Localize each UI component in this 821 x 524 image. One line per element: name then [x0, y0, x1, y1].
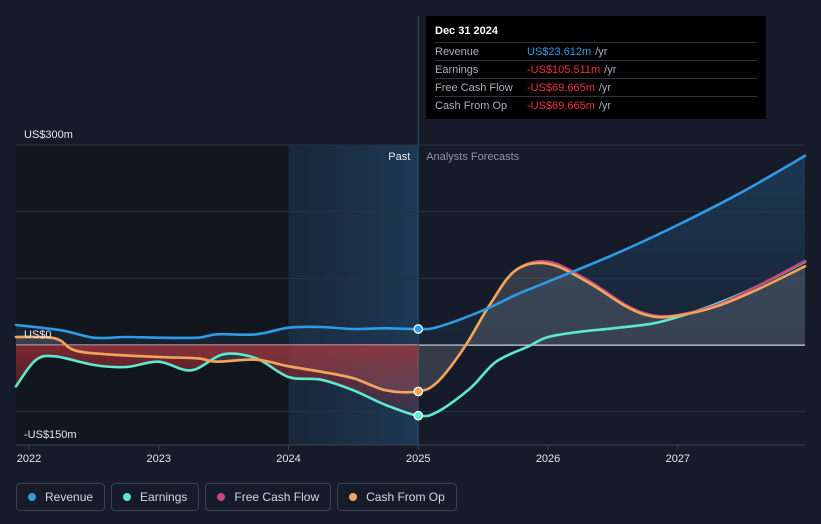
chart-legend: Revenue Earnings Free Cash Flow Cash Fro…	[16, 483, 463, 511]
data-tooltip: Dec 31 2024 Revenue US$23.612m /yr Earni…	[426, 16, 766, 119]
forecast-label: Analysts Forecasts	[426, 151, 519, 163]
legend-item-revenue[interactable]: Revenue	[16, 483, 106, 511]
earnings-line	[14, 260, 807, 418]
x-tick-label: 2025	[406, 453, 430, 465]
revenue-area-fill	[16, 155, 805, 345]
tooltip-label: Free Cash Flow	[435, 81, 513, 94]
tooltip-unit: /yr	[604, 63, 617, 76]
legend-label: Free Cash Flow	[234, 490, 320, 504]
x-tick-label: 2023	[147, 453, 171, 465]
past-region-shade	[16, 145, 289, 445]
negative-area-fill	[16, 345, 419, 416]
legend-dot-icon	[28, 493, 36, 501]
x-tick-label: 2026	[536, 453, 560, 465]
tooltip-row-earnings: Earnings -US$105.511m /yr	[435, 60, 757, 78]
y-tick-label: US$0	[24, 329, 52, 341]
y-tick-label: US$300m	[24, 129, 73, 141]
earnings-marker	[413, 410, 424, 421]
legend-label: Earnings	[140, 490, 188, 504]
tooltip-value: -US$69.665m	[527, 99, 595, 112]
legend-item-free-cash-flow[interactable]: Free Cash Flow	[205, 483, 332, 511]
tooltip-label: Cash From Op	[435, 99, 508, 112]
tooltip-row-cash-from-op: Cash From Op -US$69.665m /yr	[435, 96, 757, 114]
x-tick-label: 2027	[666, 453, 690, 465]
revenue-marker	[413, 324, 424, 334]
x-tick-label: 2022	[17, 453, 41, 465]
legend-label: Cash From Op	[366, 490, 445, 504]
legend-item-earnings[interactable]: Earnings	[111, 483, 200, 511]
legend-label: Revenue	[45, 490, 94, 504]
x-tick-label: 2024	[276, 453, 300, 465]
tooltip-value: -US$105.511m	[527, 63, 601, 76]
tooltip-unit: /yr	[595, 45, 608, 58]
y-tick-label: -US$150m	[24, 429, 77, 441]
tooltip-row-revenue: Revenue US$23.612m /yr	[435, 42, 757, 60]
past-label: Past	[388, 151, 410, 163]
legend-dot-icon	[123, 493, 132, 501]
tooltip-value: -US$69.665m	[527, 81, 595, 94]
legend-dot-icon	[349, 493, 358, 501]
tooltip-unit: /yr	[598, 99, 612, 112]
legend-item-cash-from-op[interactable]: Cash From Op	[337, 483, 457, 511]
tooltip-unit: /yr	[598, 81, 612, 94]
tooltip-row-free-cash-flow: Free Cash Flow -US$69.665m /yr	[435, 78, 757, 96]
tooltip-date: Dec 31 2024	[435, 25, 498, 37]
tooltip-label: Earnings	[435, 63, 479, 76]
revenue-line	[14, 154, 807, 340]
legend-dot-icon	[217, 493, 226, 501]
cash-from-op-marker	[413, 386, 424, 397]
tooltip-label: Revenue	[435, 45, 480, 58]
tooltip-value: US$23.612m	[527, 45, 592, 58]
